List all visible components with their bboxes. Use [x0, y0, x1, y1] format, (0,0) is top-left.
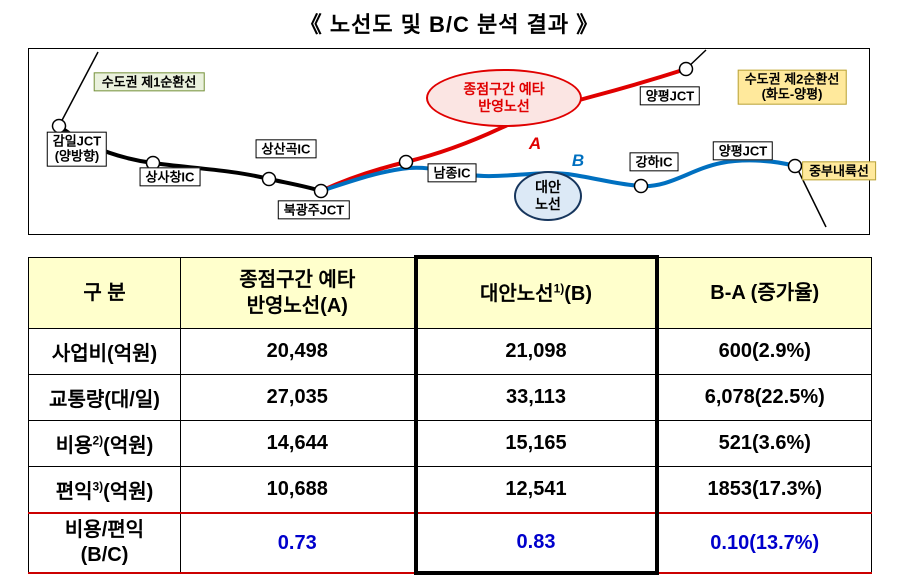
label-sudogwon-2nd-line1: 수도권 제2순환선 — [744, 71, 840, 87]
col-header-route-b-text: 대안노선 — [479, 282, 554, 305]
connector-line — [796, 167, 827, 228]
col-header-route-a-line1: 종점구간 예타 — [239, 268, 356, 291]
row-label: 비용/편익 (B/C) — [28, 512, 181, 574]
value-diff: 1853(17.3%) — [656, 466, 872, 514]
route-a-letter: A — [528, 133, 542, 153]
junction-node — [678, 61, 694, 77]
col-header-route-b-footnote: 1) — [553, 280, 565, 295]
row-label-footnote: 3) — [92, 479, 104, 494]
label-gangha-ic: 강하IC — [629, 152, 679, 172]
value-b: 0.83 — [413, 512, 659, 575]
route-a-line — [320, 67, 687, 193]
junction-node — [398, 154, 414, 170]
junction-node — [51, 118, 67, 134]
row-label: 사업비(억원) — [28, 328, 181, 375]
route-b-callout-line2: 노선 — [535, 196, 561, 212]
label-gamil-jct-line2: (양방향) — [54, 149, 100, 164]
connector-line — [58, 51, 99, 127]
bc-analysis-table: 구 분 종점구간 예타 반영노선(A) 대안노선1)(B) B-A (증가율) … — [28, 255, 872, 575]
value-a: 14,644 — [180, 420, 416, 467]
value-b: 15,165 — [413, 420, 659, 467]
col-header-category: 구 분 — [28, 256, 181, 329]
label-sudogwon-2nd-line2: (화도-양평) — [761, 87, 823, 102]
value-b: 21,098 — [413, 328, 659, 375]
label-gamil-jct: 감일JCT (양방향) — [46, 131, 108, 167]
col-header-route-b-suffix: (B) — [564, 282, 593, 305]
label-gamil-jct-line1: 감일JCT — [52, 133, 102, 149]
table-row-project-cost: 사업비(억원) 20,498 21,098 600(2.9%) — [28, 328, 872, 375]
route-a-callout-line1: 종점구간 예타 — [463, 80, 545, 97]
label-yangpyeong-jct-top: 양평JCT — [639, 86, 701, 106]
route-b-callout-line1: 대안 — [535, 178, 561, 195]
page-title: 《 노선도 및 B/C 분석 결과 》 — [299, 12, 600, 37]
junction-node — [313, 183, 329, 199]
value-diff: 6,078(22.5%) — [656, 374, 872, 421]
table-row-traffic: 교통량(대/일) 27,035 33,113 6,078(22.5%) — [28, 374, 872, 421]
table-row-benefit: 편익3)(억원) 10,688 12,541 1853(17.3%) — [28, 466, 872, 514]
bc-analysis-table-wrap: 구 분 종점구간 예타 반영노선(A) 대안노선1)(B) B-A (증가율) … — [28, 255, 872, 575]
label-sangsangok-ic: 상산곡IC — [255, 139, 317, 159]
value-b: 12,541 — [413, 466, 659, 514]
label-bukgwangju-jct: 북광주JCT — [277, 200, 351, 220]
value-a: 27,035 — [180, 374, 416, 421]
label-sangsachang-ic: 상사창IC — [139, 167, 201, 187]
label-sudogwon-2nd-ring: 수도권 제2순환선 (화도-양평) — [737, 69, 847, 105]
label-sudogwon-1st-ring: 수도권 제1순환선 — [93, 72, 205, 92]
table-row-cost: 비용2)(억원) 14,644 15,165 521(3.6%) — [28, 420, 872, 467]
route-a-callout: 종점구간 예타 반영노선 — [426, 69, 582, 127]
value-diff: 521(3.6%) — [656, 420, 872, 467]
col-header-route-b: 대안노선1)(B) — [413, 255, 659, 329]
table-row-bc-ratio: 비용/편익 (B/C) 0.73 0.83 0.10(13.7%) — [28, 512, 872, 575]
value-diff: 0.10(13.7%) — [656, 512, 872, 574]
row-label-footnote: 2) — [92, 433, 104, 448]
label-namjong-ic: 남종IC — [427, 163, 477, 183]
row-label: 비용2)(억원) — [28, 420, 181, 467]
row-label: 편익3)(억원) — [28, 466, 181, 514]
col-header-route-a: 종점구간 예타 반영노선(A) — [180, 256, 416, 329]
junction-node — [633, 178, 649, 194]
value-a: 20,498 — [180, 328, 416, 375]
table-header-row: 구 분 종점구간 예타 반영노선(A) 대안노선1)(B) B-A (증가율) — [28, 255, 872, 329]
value-diff: 600(2.9%) — [656, 328, 872, 375]
junction-node — [261, 171, 277, 187]
route-map: 수도권 제1순환선 감일JCT (양방향) 상사창IC 상산곡IC 북광주JCT… — [28, 48, 876, 235]
route-b-callout: 대안 노선 — [514, 171, 582, 221]
value-a: 10,688 — [180, 466, 416, 514]
route-a-callout-line2: 반영노선 — [478, 98, 530, 114]
col-header-diff: B-A (증가율) — [656, 256, 872, 329]
value-a: 0.73 — [180, 512, 416, 574]
junction-node — [787, 158, 803, 174]
col-header-route-a-line2: 반영노선(A) — [246, 294, 348, 317]
route-b-letter: B — [571, 150, 585, 170]
row-label: 교통량(대/일) — [28, 374, 181, 421]
label-jungbu-naeryuk: 중부내륙선 — [802, 161, 876, 181]
label-yangpyeong-jct-right: 양평JCT — [712, 141, 774, 161]
value-b: 33,113 — [413, 374, 659, 421]
